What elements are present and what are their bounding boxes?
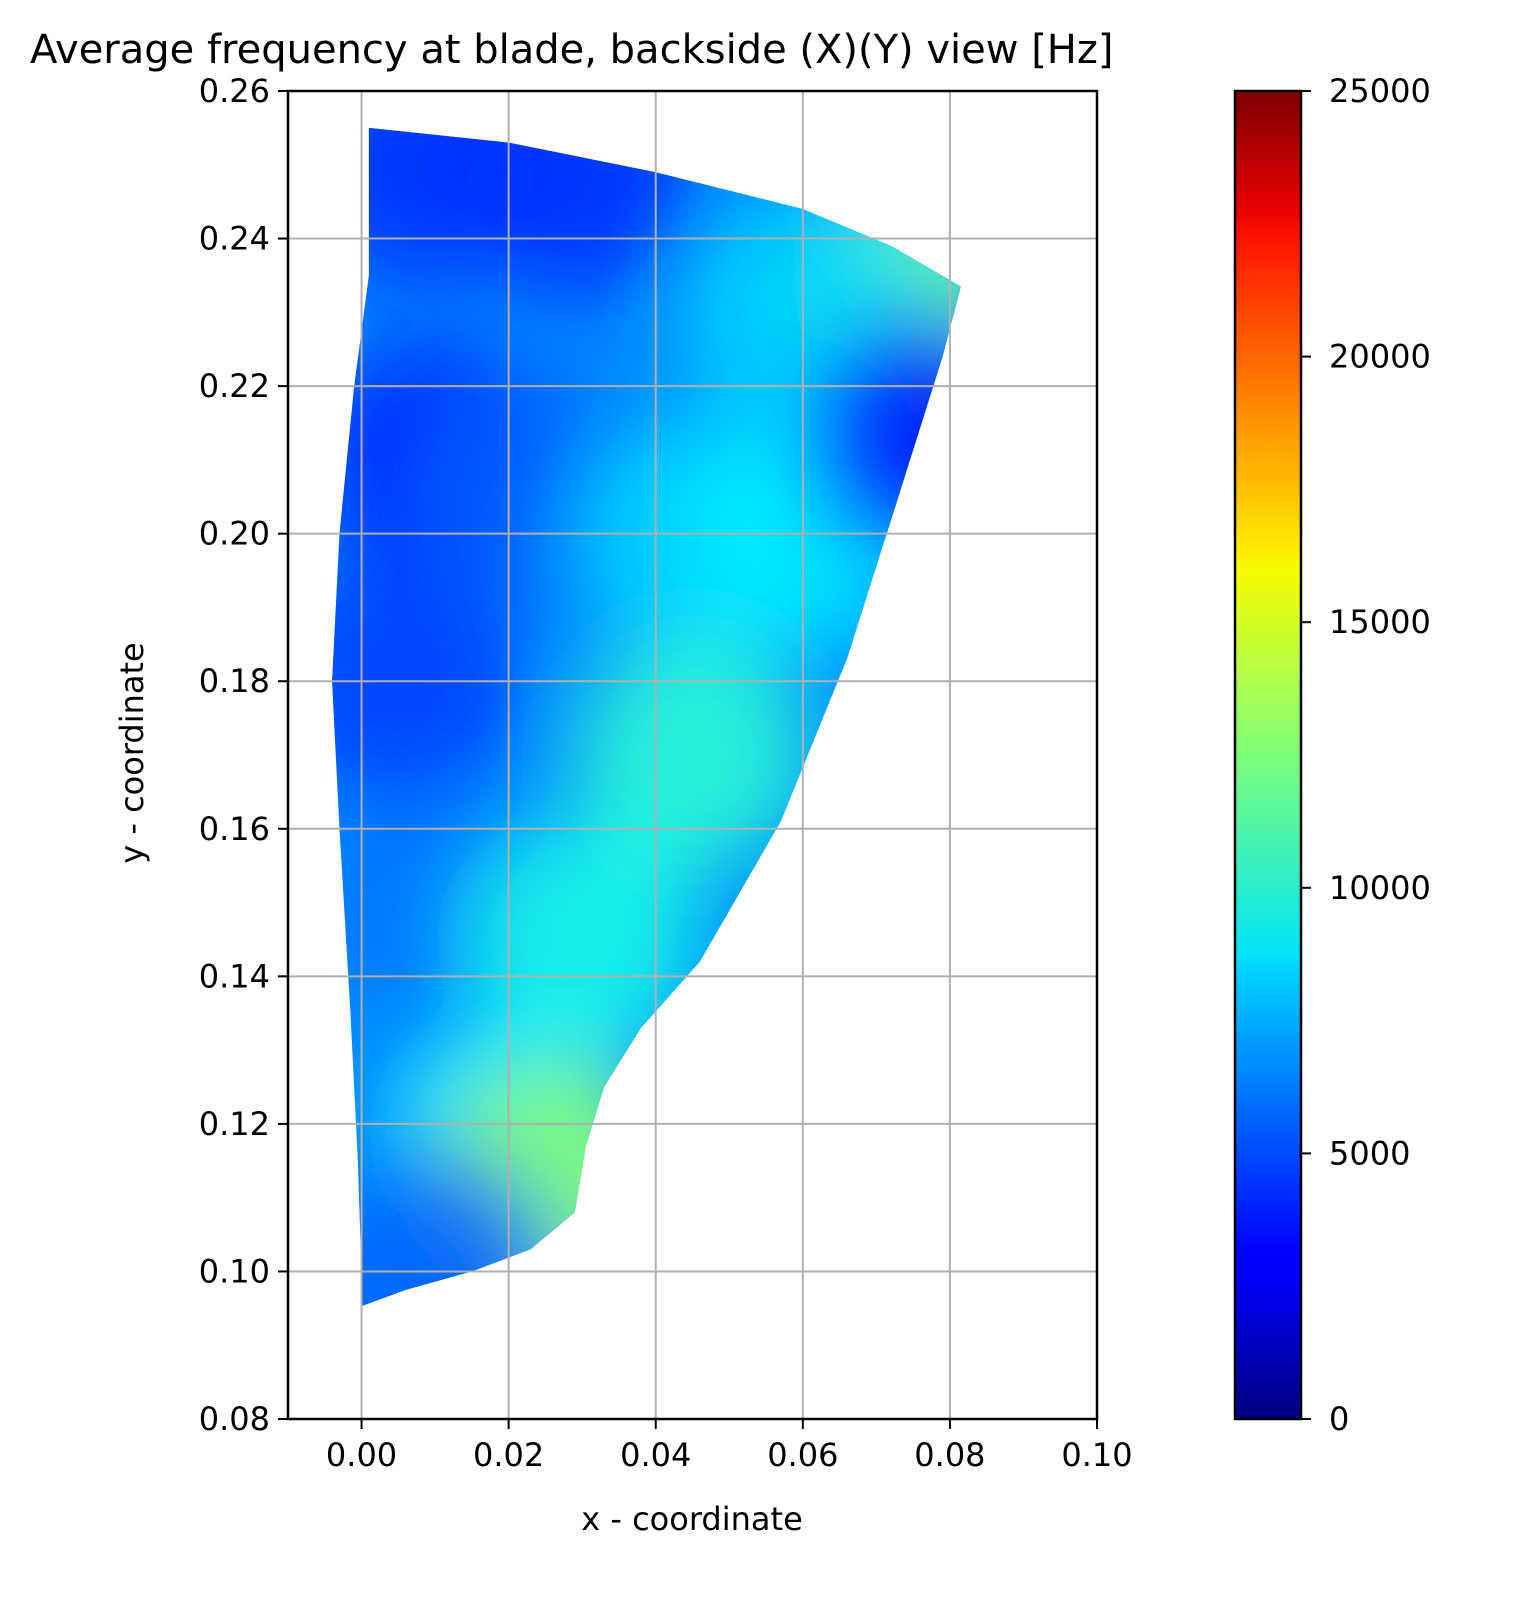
colorbar-tick-label-4: 20000	[1329, 338, 1431, 376]
x-tick-label-3: 0.06	[767, 1436, 838, 1474]
y-tick-label-4: 0.16	[199, 810, 270, 848]
y-tick-label-5: 0.18	[199, 662, 270, 700]
chart-title: Average frequency at blade, backside (X)…	[30, 27, 1113, 73]
colorbar-tick-label-5: 25000	[1329, 72, 1431, 110]
x-tick-label-4: 0.08	[914, 1436, 985, 1474]
y-axis-label: y - coordinate	[113, 642, 151, 864]
x-tick-label-2: 0.04	[620, 1436, 691, 1474]
x-axis: 0.00 0.02 0.04 0.06 0.08 0.10	[326, 1419, 1133, 1474]
plot-area: 0.00 0.02 0.04 0.06 0.08 0.10 0.08 0.10 0.12 0.1…	[199, 72, 1133, 1474]
y-tick-label-3: 0.14	[199, 957, 270, 995]
y-tick-label-9: 0.26	[199, 72, 270, 110]
colorbar-gradient	[1233, 89, 1303, 1421]
x-tick-label-0: 0.00	[326, 1436, 397, 1474]
y-tick-label-7: 0.22	[199, 367, 270, 405]
colorbar-tick-label-0: 0	[1329, 1400, 1349, 1438]
grid	[288, 90, 1098, 1420]
x-axis-label: x - coordinate	[581, 1500, 803, 1538]
y-axis: 0.08 0.10 0.12 0.14 0.16 0.18 0.20 0.22 0.24 0.26	[199, 72, 288, 1438]
axes-frame	[286, 89, 1099, 1421]
y-tick-label-1: 0.10	[199, 1252, 270, 1290]
colorbar-tick-label-1: 5000	[1329, 1134, 1410, 1172]
colorbar-tick-label-2: 10000	[1329, 869, 1431, 907]
blade-surface	[332, 127, 961, 1307]
y-tick-label-8: 0.24	[199, 220, 270, 258]
colorbar-tick-label-3: 15000	[1329, 603, 1431, 641]
field-sample-9	[572, 635, 813, 875]
colorbar: 0 5000 10000 15000 20000 25000	[1233, 72, 1431, 1438]
y-tick-label-6: 0.20	[199, 515, 270, 553]
x-tick-label-1: 0.02	[473, 1436, 544, 1474]
colorbar-ticks: 0 5000 10000 15000 20000 25000	[1301, 72, 1431, 1438]
field-sample-11	[462, 819, 703, 1060]
x-tick-label-5: 0.10	[1061, 1436, 1132, 1474]
y-tick-label-0: 0.08	[199, 1400, 270, 1438]
field-sample-16	[807, 317, 961, 558]
field-sample-1	[462, 127, 703, 300]
y-tick-label-2: 0.12	[199, 1105, 270, 1143]
